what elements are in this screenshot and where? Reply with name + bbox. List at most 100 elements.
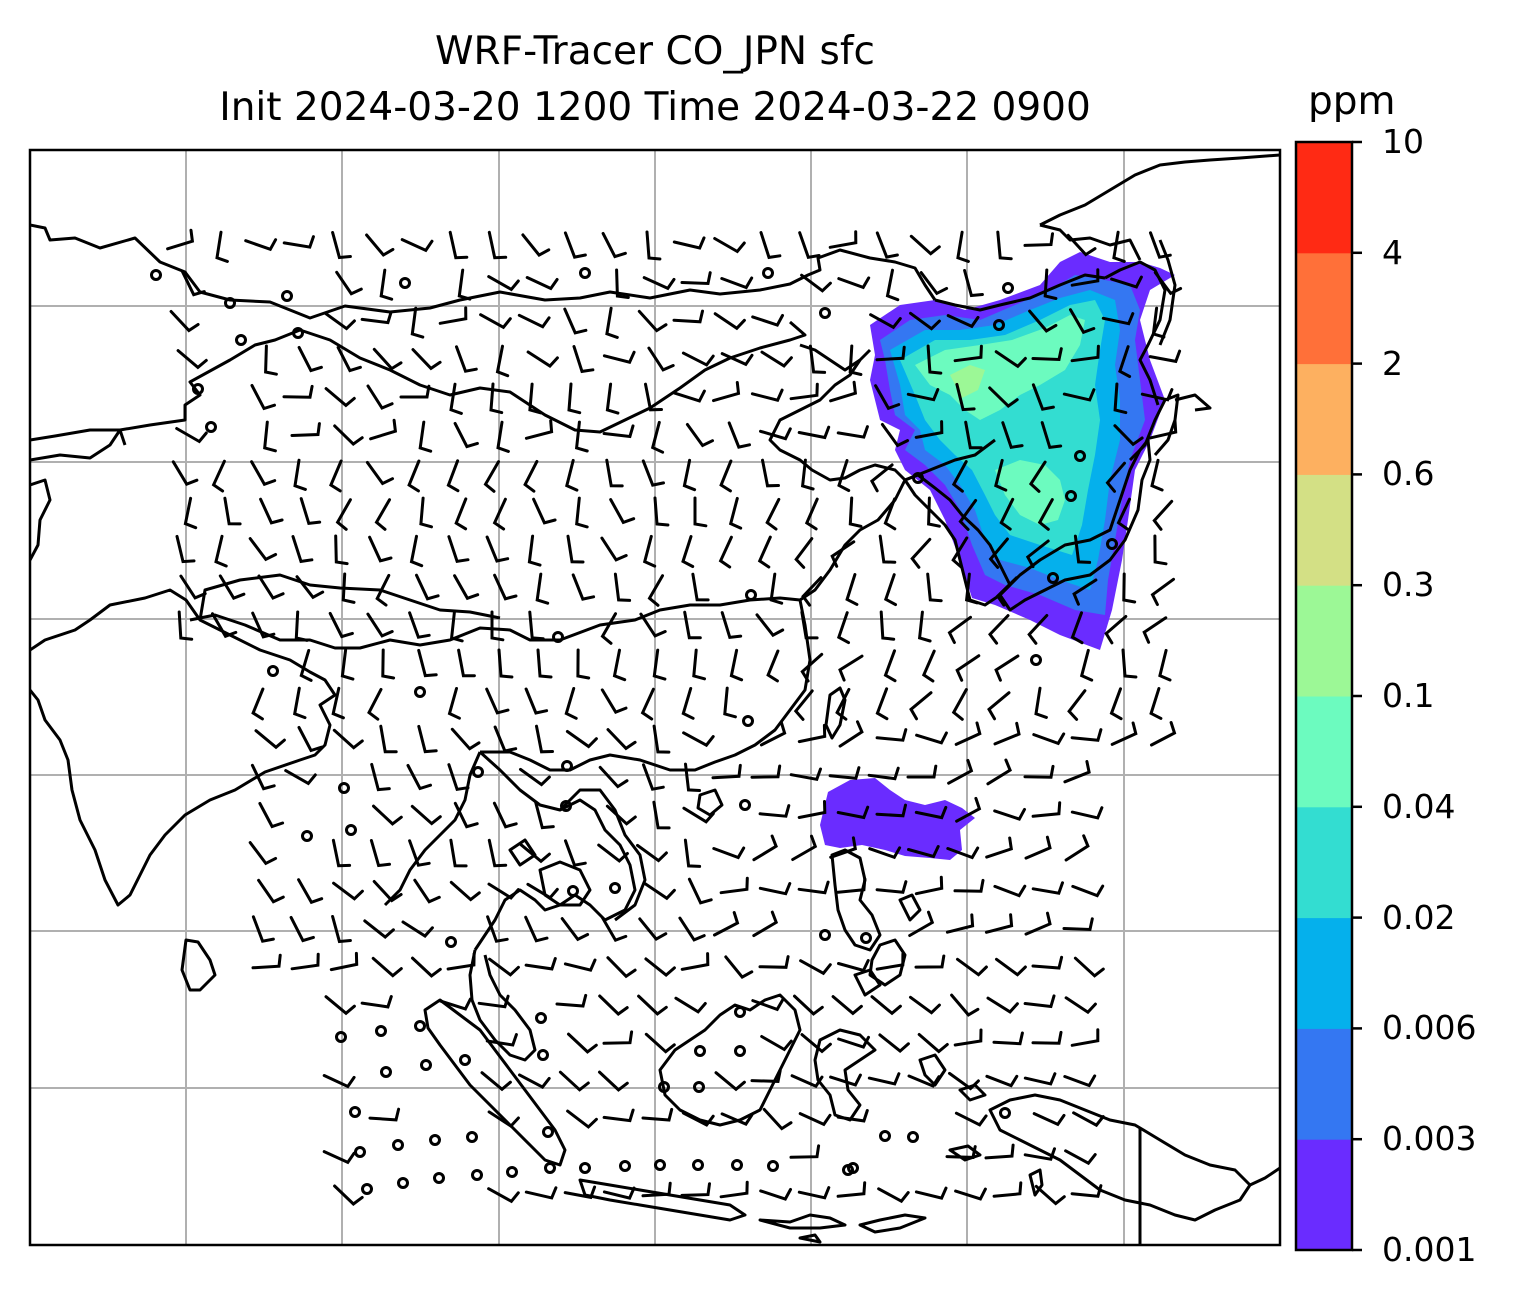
wind-barb <box>638 917 668 942</box>
wind-barb <box>1153 271 1183 296</box>
wind-barb <box>907 1074 941 1088</box>
wind-barb <box>1031 383 1055 411</box>
wind-barb <box>605 306 619 339</box>
wind-barb <box>999 497 1015 531</box>
wind-barb <box>797 1186 831 1200</box>
wind-barb <box>808 344 827 374</box>
wind-barb <box>598 765 629 789</box>
wind-barb <box>407 459 421 493</box>
wind-barb <box>720 611 743 640</box>
wind-barb <box>953 1028 983 1047</box>
calm-wind-marker <box>361 1183 373 1195</box>
colorbar-tick-label: 0.1 <box>1382 676 1435 715</box>
wind-barb <box>793 994 824 1016</box>
calm-wind-marker <box>693 1081 705 1093</box>
colorbar-tick-label: 0.6 <box>1382 454 1435 494</box>
wind-barb <box>1072 578 1098 606</box>
wind-barb <box>563 1185 597 1200</box>
wind-barb <box>601 231 627 259</box>
wind-barb <box>1031 1030 1063 1045</box>
wind-barb <box>988 386 1019 409</box>
wind-barb <box>379 724 398 754</box>
wind-barb <box>166 228 195 251</box>
wind-barb <box>448 230 469 260</box>
wind-barb <box>290 422 321 437</box>
wind-barb <box>214 534 228 568</box>
wind-barb <box>180 269 206 297</box>
wind-barb <box>244 238 278 252</box>
wind-barb <box>883 573 897 607</box>
wind-barb <box>1070 344 1100 363</box>
wind-barb <box>366 384 394 410</box>
wind-barb <box>836 1109 869 1123</box>
wind-barb <box>915 731 948 745</box>
wind-barb <box>759 1188 792 1201</box>
wind-barbs <box>166 228 1183 1206</box>
wind-barb <box>605 382 620 415</box>
colorbar-tick-label: 0.003 <box>1382 1119 1477 1159</box>
wind-barb <box>379 268 394 301</box>
wind-barb <box>175 534 196 564</box>
wind-barb <box>678 916 706 942</box>
wind-barb <box>408 839 431 867</box>
wind-barb <box>926 344 943 375</box>
calm-wind-marker <box>619 1160 631 1172</box>
wind-barb <box>1121 648 1138 679</box>
wind-barb <box>477 994 510 1009</box>
wind-barb <box>751 314 784 327</box>
calm-wind-marker <box>471 1169 483 1181</box>
wind-barb <box>519 843 551 864</box>
wind-barb <box>712 846 746 860</box>
wind-barb <box>994 458 1008 492</box>
wind-barb <box>652 800 671 830</box>
wind-barb <box>719 876 749 895</box>
wind-barb <box>263 420 277 453</box>
wind-barb <box>750 1069 782 1083</box>
wind-barb <box>297 345 323 373</box>
wind-barb <box>996 230 1013 261</box>
wind-barb <box>490 610 505 642</box>
calm-wind-marker <box>767 1160 779 1172</box>
wind-barb <box>681 351 715 367</box>
wind-barb <box>295 575 325 600</box>
wind-barb <box>483 460 500 493</box>
wind-barb <box>831 995 863 1016</box>
wind-barb <box>248 537 278 562</box>
wind-barb <box>835 687 851 721</box>
wind-barb <box>879 610 896 641</box>
wind-barb <box>907 845 940 859</box>
wind-barb <box>955 654 981 682</box>
wind-barb <box>1071 884 1105 898</box>
wind-barb <box>650 420 665 454</box>
wind-barb <box>909 234 941 256</box>
calm-wind-marker <box>292 327 304 339</box>
colorbar-unit: ppm <box>1308 79 1396 124</box>
wind-barb <box>1063 760 1091 784</box>
wind-barb <box>493 573 518 601</box>
wind-barb <box>653 496 670 527</box>
wind-barb <box>804 497 819 531</box>
wind-barb <box>487 838 508 868</box>
wind-barb <box>682 731 715 748</box>
wind-barb <box>993 721 1021 746</box>
wind-barb <box>447 687 461 720</box>
colorbar-segment <box>1296 585 1352 697</box>
wind-barb <box>417 724 438 754</box>
wind-barb <box>251 953 282 970</box>
wind-barb <box>455 345 478 373</box>
wind-barb <box>800 610 819 640</box>
wind-barb <box>994 350 1027 369</box>
wind-barb <box>984 913 1014 934</box>
wind-barb <box>724 955 754 980</box>
calm-wind-marker <box>1002 282 1014 294</box>
wind-barb <box>829 1073 862 1087</box>
wind-barb <box>672 236 706 250</box>
wind-barb <box>874 384 901 411</box>
wind-barb <box>1064 1149 1097 1166</box>
wind-barb <box>340 648 355 681</box>
wind-barb <box>381 648 396 680</box>
wind-barb <box>566 1109 598 1129</box>
colorbar-tick-label: 4 <box>1382 232 1403 272</box>
wind-barb <box>600 688 628 714</box>
